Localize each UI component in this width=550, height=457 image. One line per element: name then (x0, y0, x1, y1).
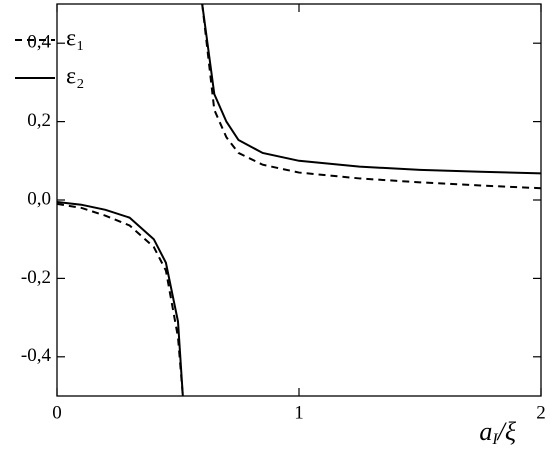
series-line (56, 3, 542, 397)
y-tick-label: -0,2 (21, 267, 51, 288)
legend-label: ε₂ (66, 64, 84, 90)
x-tick-label: 0 (52, 402, 62, 423)
x-label-main: a (479, 417, 492, 446)
y-tick-label: 0,0 (27, 188, 51, 209)
y-tick-label: 0,2 (27, 110, 51, 131)
y-tick-label: 0,4 (27, 32, 51, 53)
x-tick-label: 1 (294, 402, 304, 423)
plot-frame (56, 3, 542, 397)
x-label-sub: I (491, 431, 498, 448)
series-line (56, 3, 542, 397)
legend-label: ε₁ (66, 26, 84, 52)
x-tick-label: 2 (536, 402, 546, 423)
y-tick-label: -0,4 (21, 345, 52, 366)
x-axis-label: aI/ξ (479, 417, 517, 448)
x-label-rest: /ξ (496, 417, 517, 446)
